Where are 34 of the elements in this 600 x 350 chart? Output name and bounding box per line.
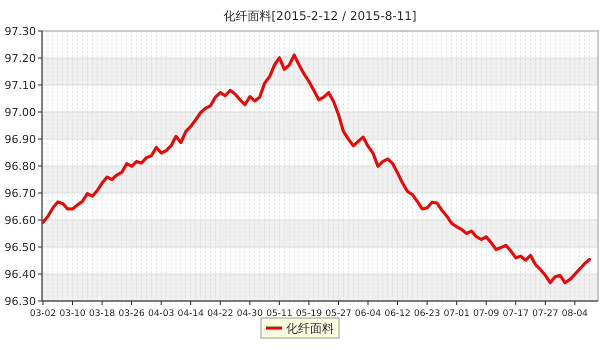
- x-tick-label: 03-18: [89, 309, 116, 319]
- x-tick-label: 07-09: [473, 309, 500, 319]
- y-tick-label: 96.60: [4, 214, 36, 227]
- y-tick-label: 96.70: [4, 187, 36, 200]
- x-tick-label: 07-17: [502, 309, 529, 319]
- x-tick-label: 04-22: [207, 309, 234, 319]
- x-tick-label: 05-27: [325, 309, 352, 319]
- x-tick-label: 05-19: [296, 309, 322, 319]
- x-tick-label: 06-23: [414, 309, 440, 319]
- x-tick-label: 04-30: [236, 309, 264, 319]
- x-tick-label: 07-01: [444, 309, 470, 319]
- x-tick-label: 03-10: [59, 309, 86, 319]
- chart-title: 化纤面料[2015-2-12 / 2015-8-11]: [223, 9, 417, 23]
- x-tick-label: 03-02: [30, 309, 56, 319]
- x-tick-label: 05-11: [266, 309, 292, 319]
- x-tick-label: 06-04: [354, 309, 382, 319]
- y-tick-label: 96.50: [4, 241, 36, 254]
- y-tick-label: 96.80: [4, 160, 36, 173]
- y-tick-label: 96.30: [4, 295, 36, 308]
- legend: 化纤面料: [260, 318, 340, 338]
- x-tick-label: 03-26: [118, 309, 145, 319]
- x-tick-label: 04-14: [178, 309, 204, 319]
- y-tick-label: 97.10: [4, 79, 36, 92]
- y-tick-label: 97.00: [4, 106, 36, 119]
- x-tick-label: 08-04: [562, 309, 588, 319]
- y-tick-label: 96.40: [4, 268, 36, 281]
- legend-label: 化纤面料: [286, 322, 334, 336]
- y-tick-label: 96.90: [4, 133, 36, 146]
- y-tick-label: 97.20: [4, 52, 36, 65]
- x-tick-label: 07-27: [532, 309, 558, 319]
- line-series: [42, 54, 592, 284]
- x-tick-label: 06-12: [384, 309, 411, 319]
- x-tick-label: 04-03: [148, 309, 174, 319]
- y-tick-label: 97.30: [4, 25, 36, 38]
